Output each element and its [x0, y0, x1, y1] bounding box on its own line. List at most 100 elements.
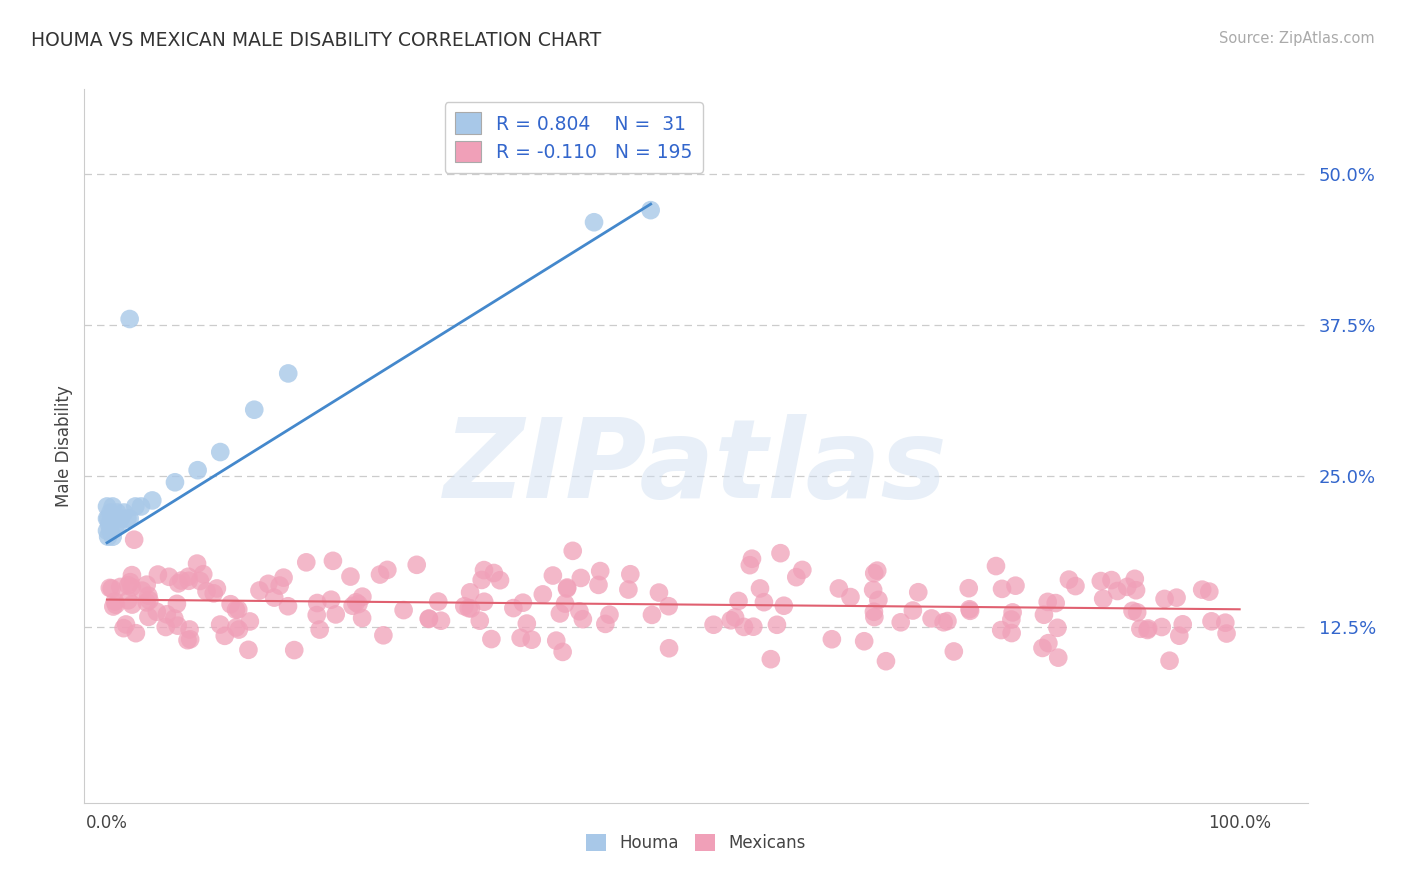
- Point: [1064, 579, 1087, 593]
- Point: [101, 500, 124, 514]
- Point: [100, 506, 122, 520]
- Y-axis label: Male Disability: Male Disability: [55, 385, 73, 507]
- Point: [98, 517, 121, 532]
- Point: [373, 628, 395, 642]
- Point: [202, 586, 225, 600]
- Point: [640, 203, 662, 218]
- Point: [1122, 604, 1144, 618]
- Point: [749, 582, 772, 596]
- Point: [853, 634, 876, 648]
- Point: [96, 511, 118, 525]
- Point: [1045, 596, 1067, 610]
- Point: [283, 643, 305, 657]
- Point: [792, 563, 814, 577]
- Point: [785, 570, 807, 584]
- Point: [1126, 606, 1149, 620]
- Point: [460, 601, 482, 615]
- Point: [1116, 580, 1139, 594]
- Point: [1036, 595, 1059, 609]
- Point: [112, 506, 135, 520]
- Point: [921, 611, 943, 625]
- Point: [907, 585, 929, 599]
- Point: [167, 576, 190, 591]
- Point: [225, 603, 247, 617]
- Point: [1046, 621, 1069, 635]
- Point: [868, 593, 890, 607]
- Point: [932, 615, 955, 630]
- Point: [195, 584, 218, 599]
- Point: [502, 601, 524, 615]
- Point: [555, 582, 578, 596]
- Point: [862, 582, 884, 597]
- Point: [1168, 629, 1191, 643]
- Point: [531, 587, 554, 601]
- Point: [121, 580, 143, 594]
- Point: [115, 617, 138, 632]
- Point: [339, 569, 361, 583]
- Point: [104, 594, 127, 608]
- Point: [551, 645, 574, 659]
- Point: [863, 605, 886, 619]
- Point: [458, 585, 481, 599]
- Point: [166, 618, 188, 632]
- Point: [295, 555, 318, 569]
- Point: [141, 493, 163, 508]
- Point: [759, 652, 782, 666]
- Point: [1123, 572, 1146, 586]
- Point: [243, 402, 266, 417]
- Point: [186, 557, 208, 571]
- Point: [595, 616, 617, 631]
- Text: ZIPatlas: ZIPatlas: [444, 414, 948, 521]
- Point: [105, 517, 128, 532]
- Point: [569, 571, 592, 585]
- Point: [418, 612, 440, 626]
- Point: [769, 546, 792, 560]
- Point: [648, 585, 671, 599]
- Point: [103, 511, 125, 525]
- Point: [122, 533, 145, 547]
- Point: [1001, 626, 1024, 640]
- Point: [121, 598, 143, 612]
- Point: [1004, 579, 1026, 593]
- Point: [875, 654, 897, 668]
- Point: [1166, 591, 1188, 605]
- Point: [863, 610, 886, 624]
- Point: [959, 602, 981, 616]
- Point: [555, 581, 578, 595]
- Point: [225, 620, 247, 634]
- Point: [453, 599, 475, 614]
- Point: [1001, 606, 1024, 620]
- Point: [146, 567, 169, 582]
- Point: [118, 511, 141, 525]
- Point: [176, 633, 198, 648]
- Point: [548, 607, 571, 621]
- Point: [1107, 584, 1129, 599]
- Point: [430, 614, 453, 628]
- Point: [125, 626, 148, 640]
- Point: [619, 567, 641, 582]
- Point: [1047, 650, 1070, 665]
- Point: [866, 564, 889, 578]
- Point: [118, 312, 141, 326]
- Point: [541, 568, 564, 582]
- Point: [516, 616, 538, 631]
- Point: [479, 632, 502, 646]
- Point: [588, 578, 610, 592]
- Point: [104, 598, 127, 612]
- Point: [1171, 617, 1194, 632]
- Point: [752, 595, 775, 609]
- Point: [277, 367, 299, 381]
- Point: [163, 475, 186, 490]
- Point: [347, 597, 370, 611]
- Point: [839, 590, 862, 604]
- Point: [135, 577, 157, 591]
- Point: [828, 582, 851, 596]
- Point: [598, 607, 620, 622]
- Point: [1038, 636, 1060, 650]
- Point: [277, 599, 299, 614]
- Point: [257, 577, 280, 591]
- Point: [170, 574, 193, 588]
- Point: [1031, 640, 1053, 655]
- Point: [863, 566, 886, 581]
- Point: [308, 623, 330, 637]
